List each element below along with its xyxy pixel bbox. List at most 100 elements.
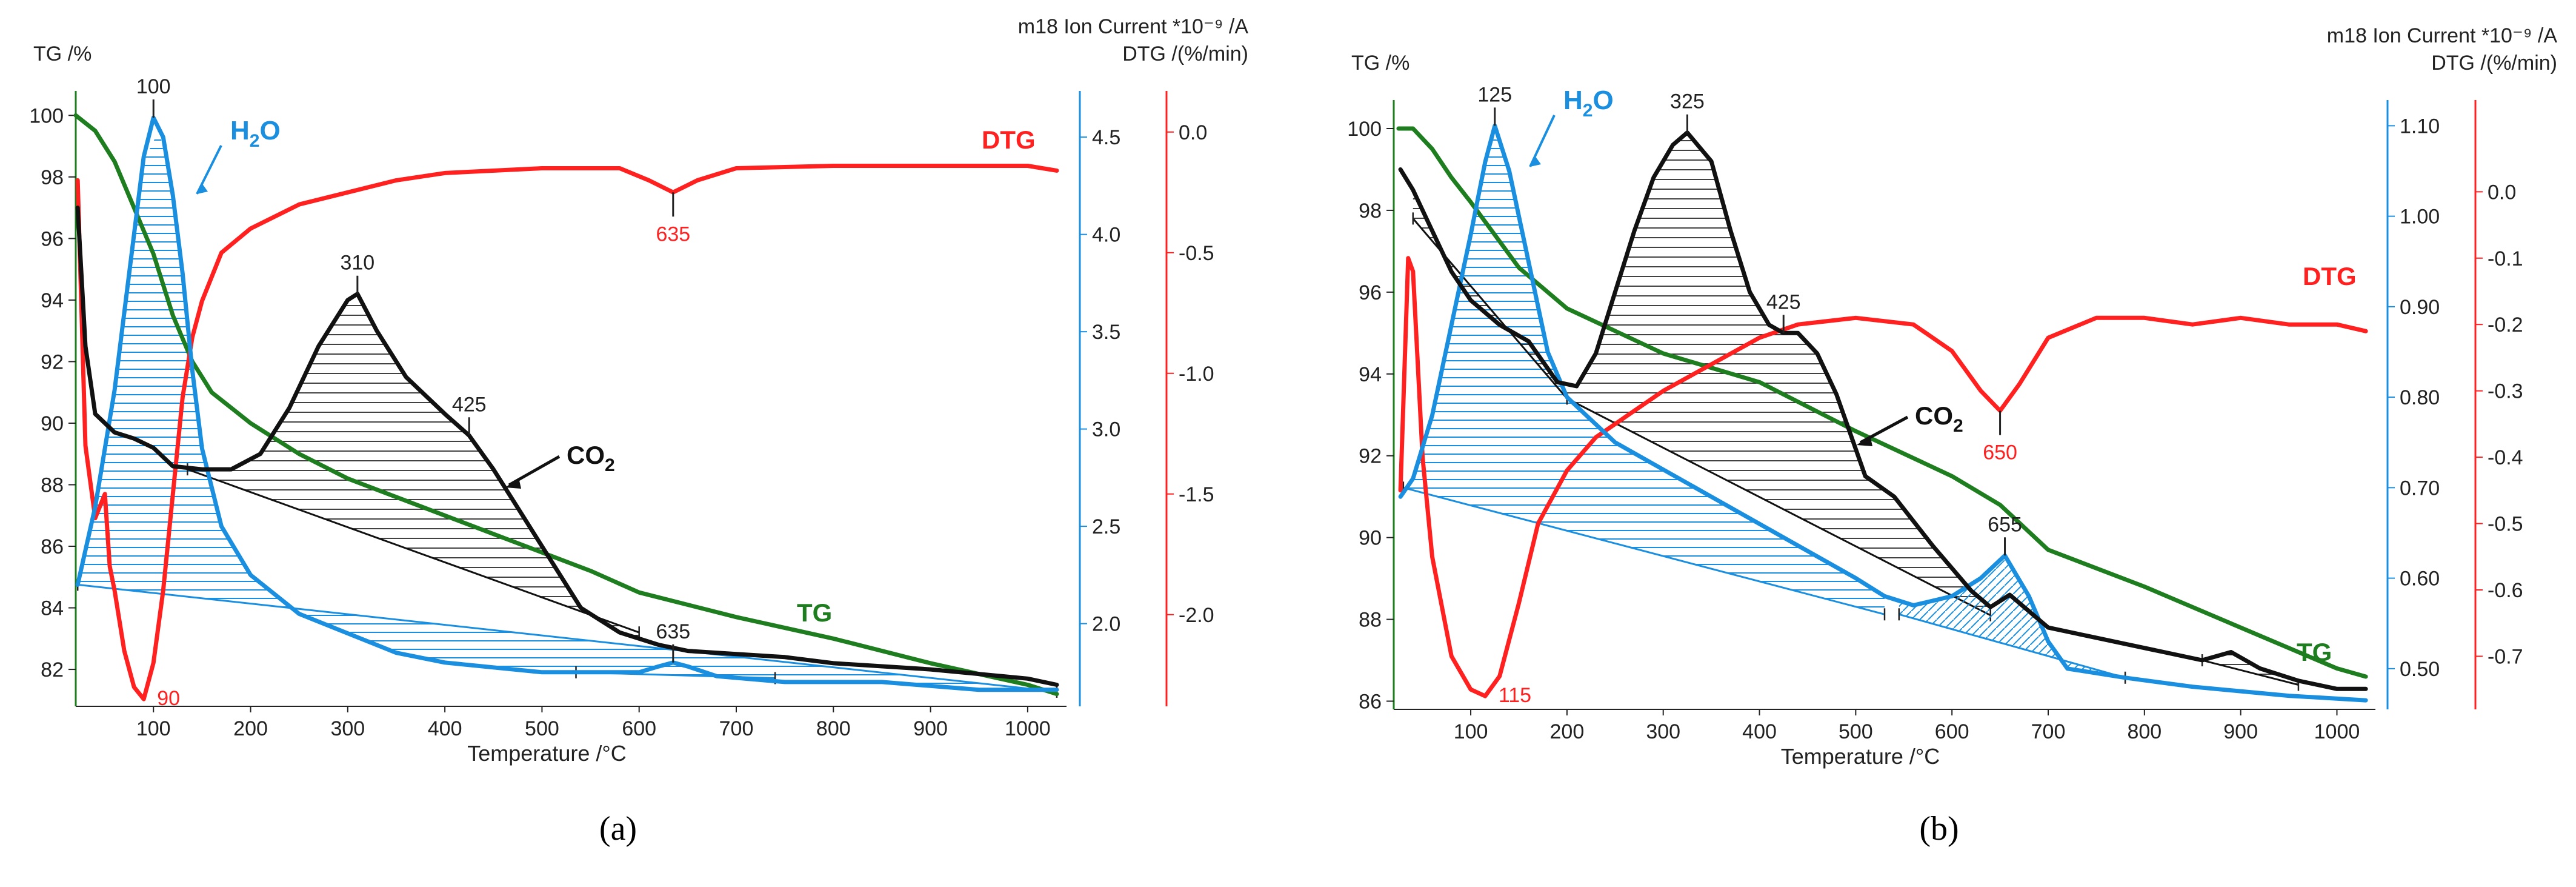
- h2o-series-label: H2O: [1563, 85, 1614, 121]
- ion-tick-label: 2.0: [1092, 613, 1120, 636]
- peak-label-dtg: 635: [656, 223, 690, 246]
- x-tick-label: 800: [2127, 720, 2162, 743]
- panel-caption: (b): [1919, 810, 1959, 848]
- h2o-series-label: H2O: [230, 116, 281, 151]
- h2o-arrowhead: [1530, 156, 1541, 167]
- panel-b: 100 200 300 400 500 600 700 800 900 1000 Temperatu…: [1309, 0, 2576, 887]
- tg-series-label: TG: [797, 598, 832, 627]
- ion-tick-label: 0.50: [2400, 658, 2440, 681]
- dtg-tick-label: 0.0: [2488, 181, 2516, 204]
- tg-tick-label: 90: [1359, 527, 1382, 550]
- tg-axis-title: TG /%: [1351, 52, 1409, 75]
- co2-series-label: CO2: [567, 441, 615, 475]
- dtg-series-label: DTG: [2303, 262, 2357, 290]
- panel-caption: (a): [599, 810, 637, 848]
- tg-tick-label: 100: [1347, 118, 1382, 141]
- co2-curve: [1398, 130, 2368, 691]
- tg-tick-label: 92: [1359, 445, 1382, 468]
- x-tick-label: 900: [913, 717, 948, 740]
- tg-curve: [73, 113, 1059, 697]
- tg-series-label: TG: [2297, 638, 2332, 666]
- x-tick-label: 200: [1550, 720, 1585, 743]
- dtg-tick-label: -0.2: [2488, 313, 2523, 336]
- x-tick-label: 700: [719, 717, 754, 740]
- x-tick-label: 400: [428, 717, 462, 740]
- x-tick-label: 800: [816, 717, 851, 740]
- tg-tick-label: 82: [41, 658, 64, 681]
- panel-a: 100 200 300 400 500 600 700 800 900 1000 Temperatu…: [0, 0, 1273, 887]
- h2o-label-main: H: [1563, 85, 1583, 115]
- co2-curve: [75, 206, 1059, 687]
- x-axis-title: Temperature /°C: [467, 741, 627, 766]
- co2-label-main: CO: [1915, 401, 1953, 430]
- dtg-tick-label: -0.5: [1179, 242, 1214, 265]
- tg-tick-label: 96: [41, 227, 64, 250]
- tg-tick-label: 88: [41, 474, 64, 497]
- dtg-tick-label: -1.5: [1179, 483, 1214, 506]
- tg-tick-label: 92: [41, 350, 64, 373]
- dtg-tick-label: -0.5: [2488, 513, 2523, 536]
- dtg-tick-label: -0.4: [2488, 446, 2523, 469]
- peak-label-co2: 325: [1670, 90, 1705, 113]
- co2-arrowhead: [1857, 435, 1872, 446]
- ion-tick-label: 0.60: [2400, 567, 2440, 591]
- h2o-peak-baseline: [1403, 486, 1885, 615]
- tg-tick-label: 84: [41, 597, 64, 620]
- tg-tick-label: 94: [1359, 363, 1382, 386]
- x-tick-label: 700: [2031, 720, 2066, 743]
- h2o-peak-area: [1403, 138, 1885, 615]
- co2-late-baseline: [2202, 659, 2299, 686]
- h2o-label-subscript: 2: [250, 131, 260, 151]
- ion-tick-label: 3.0: [1092, 418, 1120, 441]
- x-tick-label: 100: [1454, 720, 1488, 743]
- ion-tick-label: 1.00: [2400, 206, 2440, 229]
- ion-tick-label: 1.10: [2400, 115, 2440, 138]
- h2o-label-subscript: 2: [1583, 101, 1593, 121]
- tg-curve: [1396, 126, 2368, 679]
- peak-label-co2: 425: [1766, 290, 1801, 313]
- dtg-tick-label: -0.3: [2488, 380, 2523, 403]
- dtg-tick-label: -0.6: [2488, 579, 2523, 602]
- h2o-ion-curve: [1398, 123, 2368, 703]
- peak-label-dtg: 650: [1983, 441, 2017, 464]
- h2o-label-tail: O: [1593, 85, 1613, 115]
- tg-tick-label: 100: [29, 104, 64, 127]
- x-tick-label: 100: [136, 717, 171, 740]
- tg-tick-label: 90: [41, 412, 64, 435]
- dtg-curve: [1398, 256, 2368, 698]
- tg-tick-label: 96: [1359, 281, 1382, 304]
- co2-peak-baseline: [1566, 397, 1991, 617]
- h2o-minor-peak-area: [1899, 555, 2126, 678]
- chart-a: 100 200 300 400 500 600 700 800 900 1000 Temperatu…: [29, 15, 1248, 848]
- ion-tick-label: 2.5: [1092, 515, 1120, 538]
- ion-tick-label: 0.90: [2400, 296, 2440, 319]
- dtg-tick-label: -2.0: [1179, 604, 1214, 627]
- chart-b: 100 200 300 400 500 600 700 800 900 1000 Temperatu…: [1347, 24, 2558, 848]
- h2o-minor-peak-area: [576, 663, 776, 681]
- x-tick-label: 500: [525, 717, 559, 740]
- x-axis-title: Temperature /°C: [1781, 744, 1940, 769]
- ion-axis-title: m18 Ion Current *10⁻⁹ /A: [2327, 24, 2558, 47]
- dtg-tick-label: -0.7: [2488, 645, 2523, 668]
- peak-label-h2o: 655: [1988, 513, 2022, 536]
- co2-series-label: CO2: [1915, 401, 1963, 436]
- co2-label-subscript: 2: [1953, 416, 1963, 436]
- peak-label-h2o: 635: [656, 620, 690, 643]
- tg-tick-label: 88: [1359, 609, 1382, 632]
- peak-label-h2o: 100: [136, 75, 171, 98]
- co2-arrowhead: [505, 478, 521, 489]
- h2o-arrowhead: [197, 183, 208, 194]
- co2-peak-baseline: [187, 468, 640, 634]
- x-tick-label: 300: [1646, 720, 1680, 743]
- co2-peak-area: [187, 296, 639, 639]
- x-tick-label: 200: [233, 717, 268, 740]
- peak-label-dtg: 90: [157, 687, 180, 710]
- tg-tick-label: 86: [41, 535, 64, 558]
- x-tick-label: 1000: [1005, 717, 1051, 740]
- x-tick-label: 500: [1839, 720, 1873, 743]
- tg-tick-label: 98: [41, 166, 64, 189]
- x-tick-label: 600: [1935, 720, 1969, 743]
- dtg-tick-label: -0.1: [2488, 247, 2523, 270]
- peak-label-co2: 310: [340, 252, 374, 275]
- dtg-axis-title: DTG /(%/min): [1122, 42, 1248, 65]
